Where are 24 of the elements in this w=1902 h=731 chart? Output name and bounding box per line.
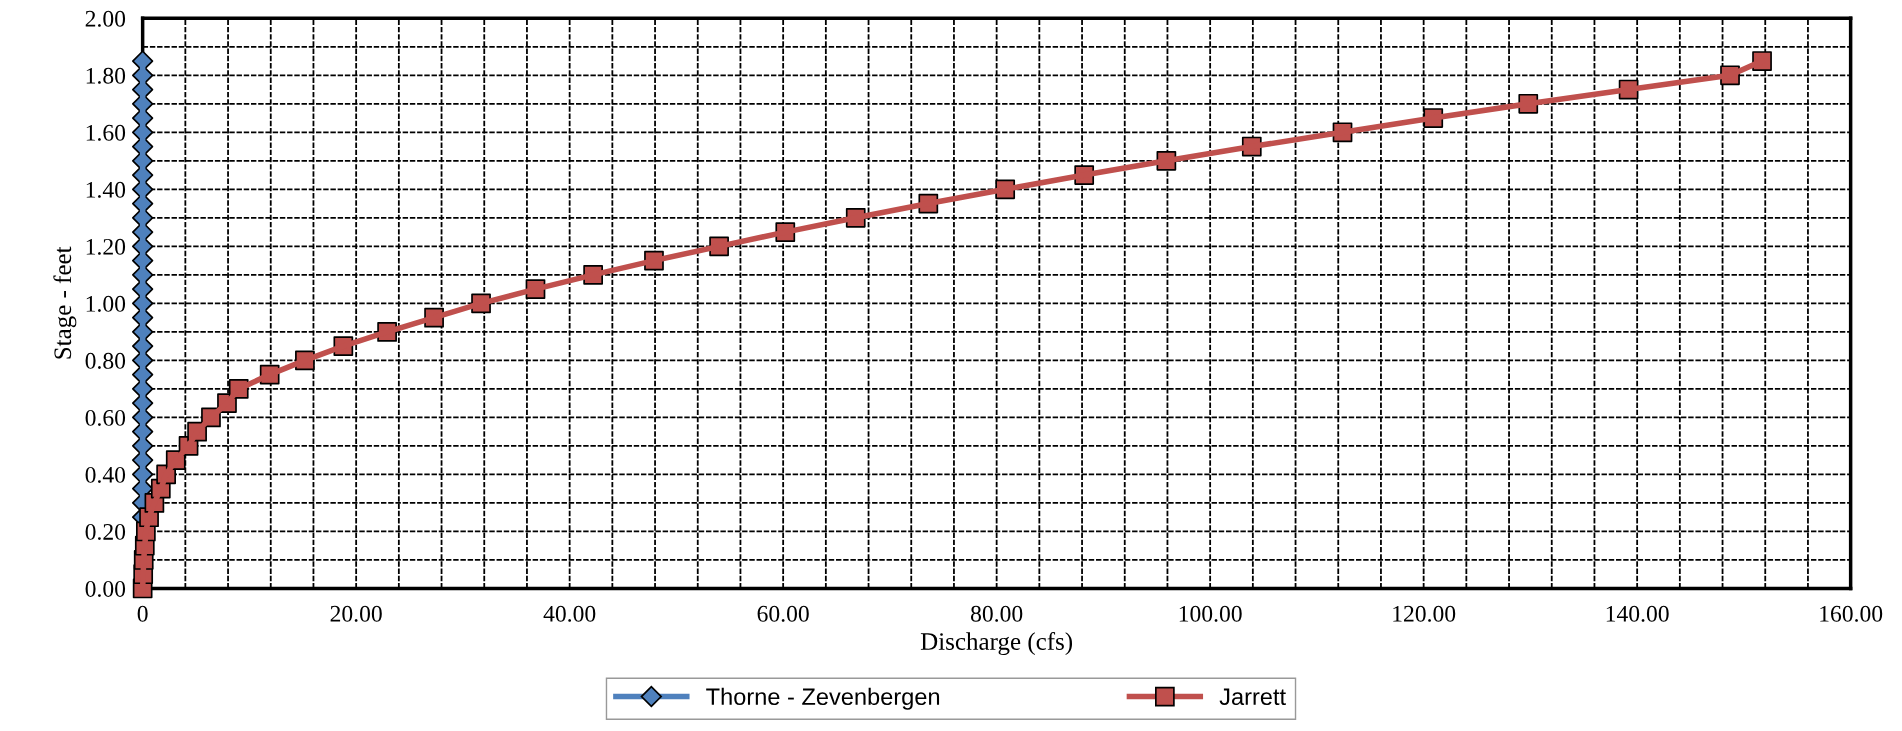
y-tick-label: 1.80 <box>86 67 126 84</box>
y-tick-label: 2.00 <box>85 10 126 27</box>
x-tick-label: 60.00 <box>757 605 809 622</box>
y-tick-label: 0.00 <box>85 580 126 597</box>
y-tick-label: 0.40 <box>85 466 126 483</box>
y-tick-label: 1.60 <box>86 124 126 141</box>
x-tick-label: 160.00 <box>1820 605 1883 622</box>
y-tick-label: 1.00 <box>86 295 126 312</box>
x-tick-label: 20.00 <box>330 605 382 622</box>
legend-label: Thorne - Zevenbergen <box>706 687 940 710</box>
y-tick-label: 0.20 <box>85 523 126 540</box>
x-tick-label: 100.00 <box>1179 605 1242 622</box>
legend-label: Jarrett <box>1219 688 1286 706</box>
x-tick-label: 120.00 <box>1393 605 1456 622</box>
x-tick-label: 140.00 <box>1606 605 1669 622</box>
x-tick-label: 80.00 <box>970 605 1023 622</box>
y-tick-label: 1.40 <box>86 181 126 198</box>
x-axis-title: Discharge (cfs) <box>920 632 1073 656</box>
y-tick-label: 0.60 <box>85 409 126 426</box>
y-tick-label: 0.80 <box>85 352 126 369</box>
x-tick-label: 0 <box>137 605 148 622</box>
y-tick-label: 1.20 <box>86 238 126 255</box>
y-axis-title: Stage - feet <box>53 246 77 359</box>
x-tick-label: 40.00 <box>543 605 596 622</box>
